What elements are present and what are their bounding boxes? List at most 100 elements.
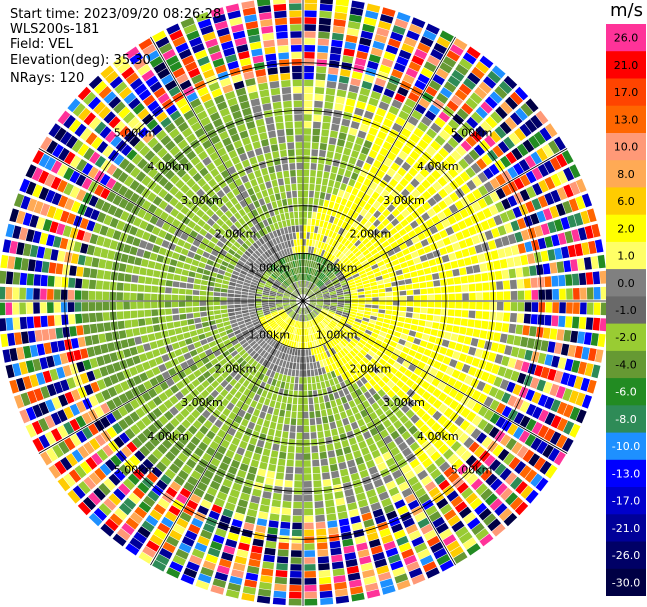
- velocity-bin: [304, 280, 307, 288]
- velocity-bin: [371, 308, 379, 313]
- velocity-bin: [121, 522, 135, 536]
- velocity-bin: [159, 547, 173, 560]
- velocity-bin: [406, 295, 414, 301]
- velocity-bin: [321, 287, 328, 292]
- velocity-bin: [291, 284, 296, 290]
- velocity-bin: [328, 137, 337, 145]
- velocity-bin: [297, 328, 300, 335]
- velocity-bin: [231, 233, 239, 241]
- velocity-bin: [262, 219, 269, 227]
- velocity-bin: [173, 475, 185, 486]
- velocity-bin: [428, 335, 437, 343]
- velocity-bin: [277, 277, 284, 283]
- velocity-bin: [357, 403, 365, 412]
- velocity-bin: [206, 259, 215, 266]
- velocity-bin: [420, 554, 434, 566]
- velocity-bin: [391, 523, 404, 533]
- velocity-bin: [334, 152, 342, 161]
- velocity-bin: [306, 306, 311, 313]
- velocity-bin: [220, 439, 230, 449]
- velocity-bin: [327, 333, 333, 340]
- velocity-bin: [117, 320, 125, 330]
- velocity-bin: [271, 311, 278, 315]
- velocity-bin: [368, 495, 379, 505]
- velocity-bin: [142, 231, 151, 241]
- velocity-bin: [487, 374, 497, 385]
- velocity-bin: [290, 571, 302, 578]
- velocity-bin: [318, 438, 325, 446]
- velocity-bin: [318, 256, 323, 263]
- velocity-bin: [341, 365, 348, 373]
- velocity-bin: [435, 222, 445, 232]
- velocity-bin: [495, 389, 505, 401]
- velocity-bin: [325, 358, 331, 366]
- velocity-bin: [259, 213, 266, 221]
- velocity-bin: [547, 368, 557, 381]
- velocity-bin: [372, 84, 384, 94]
- velocity-bin: [43, 342, 52, 355]
- velocity-bin: [552, 302, 559, 314]
- velocity-bin: [469, 92, 483, 105]
- velocity-bin: [69, 363, 79, 375]
- velocity-bin: [23, 345, 32, 359]
- velocity-bin: [314, 100, 323, 108]
- velocity-bin: [328, 309, 336, 314]
- velocity-bin: [452, 268, 460, 277]
- velocity-bin: [208, 81, 220, 92]
- velocity-bin: [339, 468, 349, 477]
- velocity-bin: [306, 328, 309, 335]
- velocity-bin: [164, 468, 176, 480]
- velocity-bin: [524, 155, 536, 169]
- velocity-bin: [161, 353, 170, 363]
- velocity-bin: [447, 309, 455, 317]
- velocity-bin: [506, 209, 516, 221]
- velocity-bin: [236, 447, 246, 456]
- velocity-bin: [457, 372, 467, 382]
- velocity-bin: [379, 147, 389, 157]
- velocity-bin: [330, 305, 337, 308]
- velocity-bin: [305, 273, 308, 281]
- velocity-bin: [315, 514, 325, 522]
- velocity-bin: [81, 290, 89, 300]
- velocity-bin: [406, 259, 415, 267]
- velocity-bin: [481, 154, 493, 166]
- velocity-bin: [356, 312, 364, 317]
- velocity-bin: [524, 241, 533, 253]
- velocity-bin: [101, 389, 111, 401]
- velocity-bin: [293, 313, 298, 320]
- velocity-bin: [394, 573, 409, 584]
- velocity-bin: [241, 190, 249, 199]
- velocity-bin: [337, 333, 344, 340]
- velocity-bin: [254, 345, 261, 352]
- velocity-bin: [69, 227, 79, 239]
- velocity-bin: [219, 346, 228, 354]
- velocity-bin: [64, 251, 73, 263]
- velocity-bin: [16, 242, 25, 256]
- velocity-bin: [475, 311, 483, 319]
- velocity-bin: [295, 314, 299, 321]
- velocity-bin: [419, 254, 428, 262]
- velocity-bin: [149, 341, 158, 350]
- velocity-bin: [270, 290, 277, 294]
- velocity-bin: [282, 299, 290, 301]
- velocity-bin: [532, 182, 543, 196]
- velocity-bin: [354, 485, 364, 495]
- velocity-bin: [573, 288, 580, 300]
- velocity-bin: [325, 260, 331, 268]
- velocity-bin: [282, 264, 288, 271]
- velocity-bin: [230, 350, 239, 357]
- velocity-bin: [293, 291, 299, 297]
- velocity-bin: [117, 405, 128, 417]
- velocity-bin: [311, 445, 319, 453]
- velocity-bin: [260, 138, 269, 147]
- velocity-bin: [328, 201, 335, 209]
- velocity-bin: [22, 212, 33, 226]
- velocity-bin: [303, 218, 307, 225]
- velocity-bin: [290, 254, 295, 261]
- velocity-bin: [396, 237, 405, 245]
- velocity-bin: [165, 104, 178, 116]
- velocity-bin: [415, 377, 425, 386]
- velocity-bin: [59, 352, 69, 365]
- velocity-bin: [344, 305, 351, 309]
- velocity-bin: [408, 567, 423, 579]
